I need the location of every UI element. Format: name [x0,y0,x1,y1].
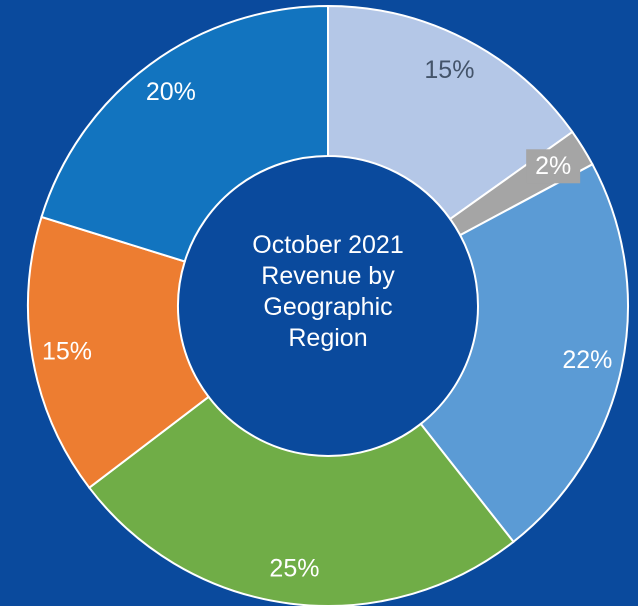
donut-slice [40,4,329,263]
donut-slice [27,215,211,490]
donut-slice [419,162,629,544]
data-label: 25% [269,554,319,582]
data-label: 15% [424,56,474,84]
data-label: 15% [42,338,92,366]
label-box [526,149,581,184]
data-label: 2% [535,152,571,180]
donut-slice [87,395,515,606]
chart-title: October 2021 Revenue by Geographic Regio… [252,231,404,352]
donut-slice [327,4,574,221]
data-label: 20% [146,78,196,106]
data-label: 22% [562,346,612,374]
